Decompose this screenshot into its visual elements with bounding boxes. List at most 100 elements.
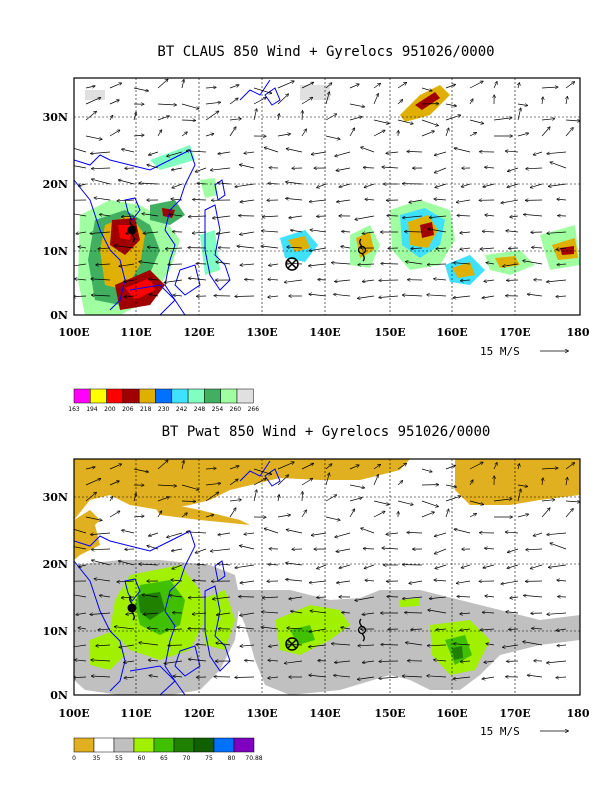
wind-vector — [460, 613, 471, 614]
wind-vector — [74, 644, 87, 647]
svg-text:30N: 30N — [43, 111, 68, 124]
wind-vector — [124, 280, 135, 282]
wind-vector — [325, 135, 340, 139]
top-lon-ticks: 100E 110E 120E 130E 140E 150E 160E 170E … — [58, 326, 590, 339]
wind-vector — [205, 111, 219, 121]
storm-filled-icon — [127, 595, 137, 621]
wind-vector — [349, 484, 364, 488]
wind-vector — [119, 180, 135, 185]
wind-vector — [435, 564, 447, 569]
wind-vector — [508, 167, 519, 171]
colorbar-label: 242 — [176, 406, 188, 413]
colorbar-swatch — [155, 388, 173, 404]
svg-text:10N: 10N — [43, 245, 68, 258]
wind-vector — [469, 119, 483, 124]
wind-vector — [379, 661, 399, 662]
wind-vector — [501, 580, 519, 584]
wind-vector — [85, 479, 101, 486]
wind-vector — [541, 500, 555, 501]
wind-vector — [373, 465, 380, 470]
wind-vector — [436, 629, 447, 630]
wind-vector — [341, 627, 351, 629]
wind-vector — [547, 279, 567, 282]
wind-vector — [517, 514, 528, 518]
wind-vector — [119, 561, 135, 566]
wind-vector — [484, 280, 495, 281]
wind-vector — [382, 548, 399, 549]
wind-vector — [335, 151, 351, 156]
wind-vector — [74, 677, 87, 678]
wind-vector — [166, 629, 183, 630]
wind-vector — [265, 148, 279, 153]
wind-vector — [312, 151, 327, 154]
wind-vector — [119, 263, 135, 266]
wind-vector — [301, 510, 306, 518]
colorbar-label: 206 — [122, 406, 134, 413]
wind-vector — [547, 613, 567, 614]
wind-vector — [301, 479, 312, 486]
wind-vector — [213, 596, 231, 599]
wind-vector — [387, 597, 399, 598]
wind-vector — [460, 248, 471, 249]
wind-vector — [547, 532, 567, 535]
wind-vector — [428, 229, 447, 233]
wind-vector — [139, 183, 159, 184]
wind-vector — [286, 563, 303, 566]
wind-vector — [428, 645, 447, 646]
wind-vector — [268, 279, 279, 280]
wind-vector — [309, 628, 327, 632]
svg-text:170E: 170E — [499, 326, 530, 339]
wind-vector — [457, 596, 471, 597]
wind-vector — [117, 200, 135, 201]
wind-vector — [335, 661, 351, 663]
wind-vector — [235, 564, 255, 568]
colorbar-label: 254 — [212, 406, 224, 413]
wind-vector — [265, 529, 279, 534]
wind-vector — [364, 564, 375, 568]
wind-vector — [263, 597, 279, 598]
bottom-map — [74, 459, 580, 695]
wind-vector — [92, 295, 111, 296]
svg-text:130E: 130E — [246, 326, 277, 339]
wind-vector — [100, 214, 111, 216]
bottom-frame — [73, 458, 581, 696]
svg-text:150E: 150E — [374, 326, 405, 339]
svg-text:20N: 20N — [43, 178, 68, 191]
wind-vector — [277, 462, 294, 470]
colorbar-swatch — [220, 388, 238, 404]
wind-vector — [310, 230, 327, 233]
wind-vector — [486, 263, 495, 264]
wind-vector — [229, 98, 238, 105]
wind-vector — [229, 127, 236, 137]
wind-vector — [213, 215, 231, 218]
wind-vector — [364, 183, 375, 187]
wind-vector — [75, 660, 87, 661]
wind-vector — [405, 613, 423, 614]
wind-vector — [172, 564, 183, 569]
wind-vector — [365, 199, 375, 200]
svg-text:170E: 170E — [499, 707, 530, 720]
wind-vector — [541, 468, 558, 469]
wind-vector — [407, 532, 423, 533]
wind-vector — [117, 581, 135, 582]
wind-vector — [229, 466, 239, 470]
wind-vector — [556, 248, 567, 250]
wind-vector — [216, 643, 231, 646]
wind-vector — [235, 296, 255, 297]
wind-vector — [349, 498, 362, 502]
colorbar-swatch — [236, 388, 254, 404]
wind-vector — [325, 464, 332, 470]
wind-vector — [122, 530, 135, 534]
wind-vector — [557, 199, 567, 200]
wind-vector — [289, 596, 303, 599]
wind-vector — [403, 295, 423, 296]
wind-vector — [435, 167, 447, 173]
wind-vector — [405, 232, 423, 233]
wind-vector — [325, 516, 340, 520]
wind-vector — [483, 183, 495, 187]
wind-vector — [483, 612, 495, 613]
wind-vector — [337, 580, 351, 583]
wind-vector — [506, 151, 519, 152]
wind-vector — [362, 613, 375, 615]
wind-vector — [168, 264, 183, 265]
